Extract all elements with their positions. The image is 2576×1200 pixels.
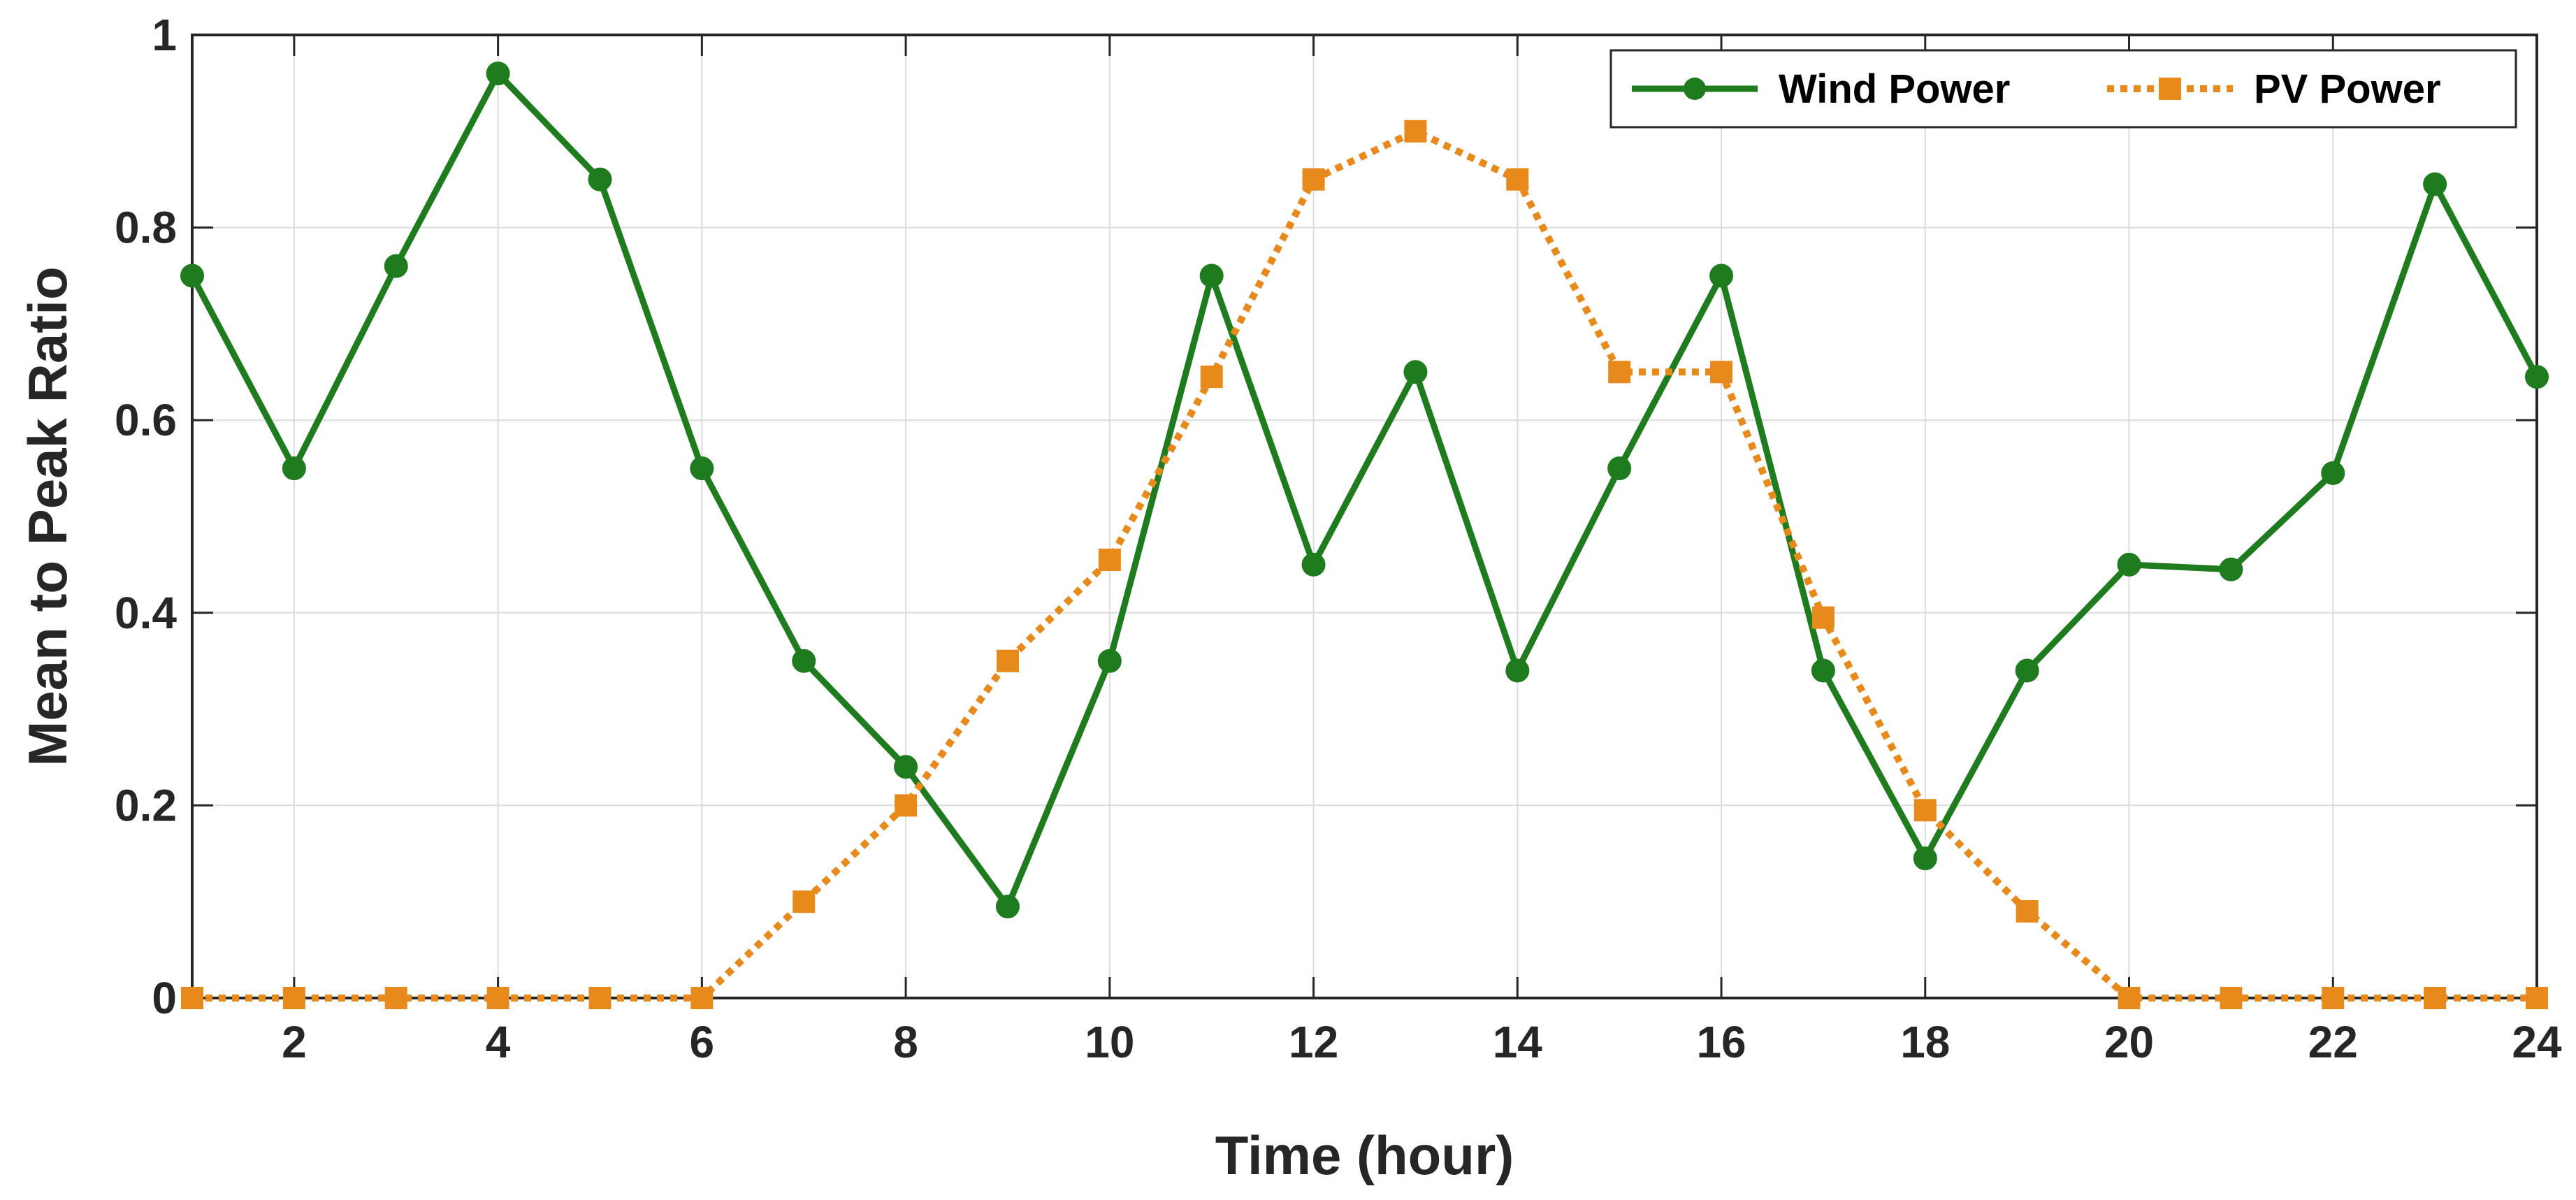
x-tick-label: 2 [282,1017,307,1067]
data-point [792,649,816,673]
x-axis-label: Time (hour) [1215,1125,1514,1186]
data-point [384,987,407,1009]
data-point [2015,658,2039,683]
x-tick-label: 18 [1900,1017,1950,1067]
y-tick-label: 1 [152,10,177,60]
data-point [2220,987,2243,1009]
legend-label-wind-power: Wind Power [1779,66,2010,112]
data-point [1913,846,1937,871]
axes-box [191,34,2538,999]
data-point [2526,987,2548,1009]
data-point [2321,461,2345,485]
x-tick-label: 12 [1289,1017,1338,1067]
data-point [486,62,510,86]
grid [192,34,2538,999]
data-point [384,254,408,278]
x-tick-label: 10 [1085,1017,1134,1067]
data-point [1301,552,1326,577]
legend-box [1609,49,2517,129]
data-point [2118,987,2141,1009]
x-tick-label: 22 [2308,1017,2358,1067]
data-point [996,649,1019,672]
x-tick-label: 20 [2104,1017,2154,1067]
legend: Wind Power PV Power [1609,49,2517,129]
data-point [793,890,816,913]
series-pv-power [181,120,2548,1009]
data-point [2423,172,2447,196]
data-point [1709,263,1734,288]
y-tick-label: 0.4 [115,588,177,638]
y-tick-label: 0.8 [115,203,177,253]
data-point [1302,168,1325,191]
data-point [2525,365,2549,389]
y-tick-label: 0.6 [115,395,177,445]
legend-marker-pv-power [2159,78,2181,100]
x-tick-label: 6 [690,1017,715,1067]
data-point [486,987,509,1009]
data-point [1200,366,1223,389]
data-point [1913,799,1937,822]
data-point [2117,552,2141,577]
data-point [995,895,1020,919]
data-point [282,456,306,481]
y-axis-label: Mean to Peak Ratio [17,266,78,766]
data-point [1404,120,1427,143]
data-point [1403,360,1428,384]
data-point [1505,658,1530,683]
data-point [690,456,714,481]
data-point [588,167,612,191]
data-point [1098,549,1121,572]
data-point [1506,168,1529,191]
series-group [180,62,2549,1009]
data-point [180,263,204,288]
data-point [1097,649,1122,673]
x-tick-label: 16 [1696,1017,1746,1067]
x-tick-label: 14 [1493,1017,1543,1067]
series-wind-power [180,62,2549,919]
data-point [894,755,918,779]
data-point [1710,361,1733,384]
data-point [690,987,714,1009]
y-tick-label: 0 [152,973,177,1023]
series-line [189,70,2540,910]
y-tick-label: 0.2 [115,780,177,830]
data-point [895,794,918,817]
x-tick-label: 8 [893,1017,918,1067]
data-point [2016,899,2039,923]
data-point [588,987,612,1009]
data-point [181,987,203,1009]
legend-label-pv-power: PV Power [2254,66,2441,112]
plot-area [192,35,2537,998]
data-point [2219,557,2243,581]
legend-marker-wind-power [1684,78,1706,100]
data-point [1607,456,1632,481]
series-line [192,127,2537,1002]
data-point [1608,361,1631,384]
x-tick-label: 4 [486,1017,511,1067]
data-point [1811,606,1835,629]
data-point [2322,987,2345,1009]
data-point [2424,987,2447,1009]
data-point [1811,658,1835,683]
x-tick-label: 24 [2512,1017,2562,1067]
data-point [1199,263,1224,288]
data-point [282,987,305,1009]
